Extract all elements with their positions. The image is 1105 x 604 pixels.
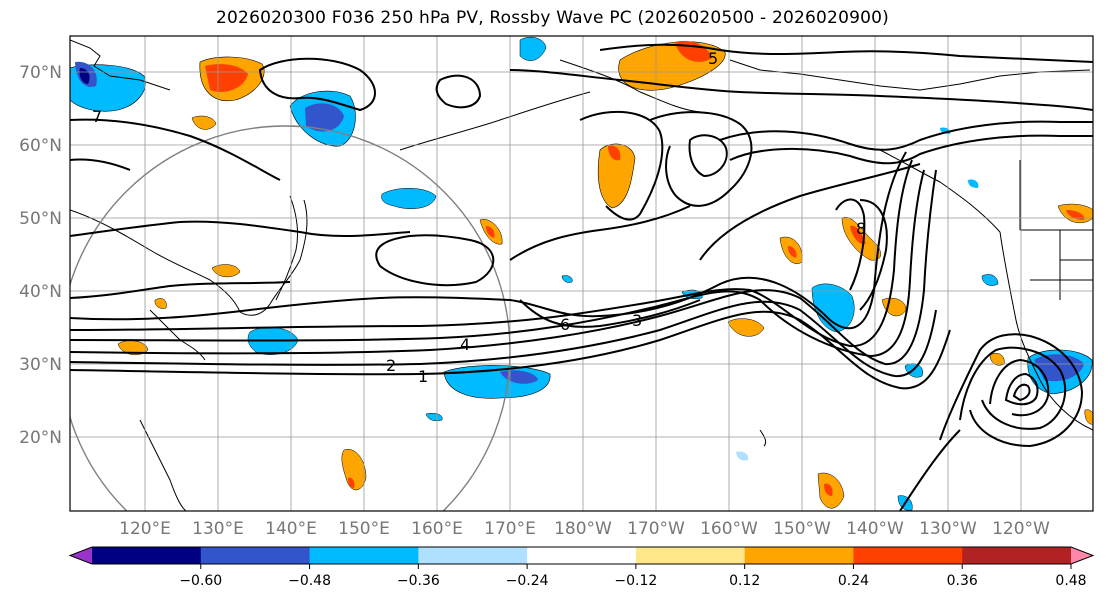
- lat-label-50n: 50°N: [19, 209, 62, 229]
- colorbar-extend-max: [1071, 547, 1093, 564]
- lon-label: 150°W: [773, 519, 831, 539]
- contour-label-1: 1: [418, 367, 428, 386]
- colorbar-outline: [68, 546, 1095, 565]
- colorbar-tick-label: 0.48: [1055, 573, 1086, 589]
- colorbar-segment: [92, 547, 202, 564]
- colorbar-tick-label: −0.24: [506, 573, 549, 589]
- lon-label: 170°E: [484, 519, 536, 539]
- lon-label: 140°E: [265, 519, 317, 539]
- lon-label: 160°W: [700, 519, 758, 539]
- colorbar-tick-label: −0.12: [614, 573, 657, 589]
- colorbar-segment: [527, 547, 637, 564]
- colorbar-segment: [309, 547, 419, 564]
- lon-label: 120°W: [992, 519, 1050, 539]
- colorbar-segment: [200, 547, 311, 564]
- lat-label-40n: 40°N: [19, 282, 62, 302]
- colorbar-tick-label: −0.48: [288, 573, 331, 589]
- lon-label: 180°W: [554, 519, 612, 539]
- contour-label-3: 3: [632, 311, 642, 330]
- latitude-labels: 70°N 60°N 50°N 40°N 30°N 20°N: [19, 63, 62, 448]
- contour-labels: 1 2 3 4 5 6 7 8: [92, 49, 866, 386]
- map-content: 1 2 3 4 5 6 7 8: [70, 36, 1093, 511]
- lon-label: 160°E: [411, 519, 463, 539]
- colorbar-segment: [744, 547, 854, 564]
- colorbar-extend-min: [70, 547, 92, 564]
- colorbar-segment: [853, 547, 963, 564]
- graticule: [70, 36, 1093, 511]
- colorbar-tick-label: 0.12: [729, 573, 760, 589]
- longitude-labels: 120°E 130°E 140°E 150°E 160°E 170°E 180°…: [119, 519, 1050, 539]
- negative-anomalies: [70, 37, 1093, 511]
- positive-anomalies: [117, 40, 1093, 509]
- lat-label-20n: 20°N: [19, 428, 62, 448]
- figure-title: 2026020300 F036 250 hPa PV, Rossby Wave …: [216, 8, 889, 28]
- contour-label-4: 4: [460, 335, 470, 354]
- lon-label: 140°W: [846, 519, 904, 539]
- lon-label: 170°W: [627, 519, 685, 539]
- pv-contours: [70, 43, 1093, 511]
- lat-label-30n: 30°N: [19, 355, 62, 375]
- lon-label: 120°E: [119, 519, 171, 539]
- colorbar-segment: [962, 547, 1072, 564]
- contour-label-8: 8: [856, 219, 866, 238]
- map-frame: [69, 35, 1094, 512]
- colorbar-segment: [418, 547, 528, 564]
- colorbar-tick-label: −0.36: [397, 573, 440, 589]
- lat-label-70n: 70°N: [19, 63, 62, 83]
- map-area: [70, 36, 1093, 511]
- lon-label: 130°E: [192, 519, 244, 539]
- colorbar-tick-label: −0.60: [179, 573, 222, 589]
- lat-label-60n: 60°N: [19, 136, 62, 156]
- coastlines: [70, 39, 1093, 511]
- lon-label: 130°W: [919, 519, 977, 539]
- rossby-region-circle: [70, 125, 511, 511]
- contour-label-5: 5: [708, 49, 718, 68]
- colorbar-segment: [635, 547, 746, 564]
- contour-label-7: 7: [92, 107, 102, 126]
- contour-label-2: 2: [386, 356, 396, 375]
- contour-label-6: 6: [560, 315, 570, 334]
- lon-label: 150°E: [338, 519, 390, 539]
- colorbar-tick-label: 0.36: [947, 573, 978, 589]
- colorbar-tick-label: 0.24: [838, 573, 869, 589]
- colorbar: −0.60 −0.48 −0.36 −0.24 −0.12 0.12 0.24 0.36 0.4…: [68, 546, 1095, 589]
